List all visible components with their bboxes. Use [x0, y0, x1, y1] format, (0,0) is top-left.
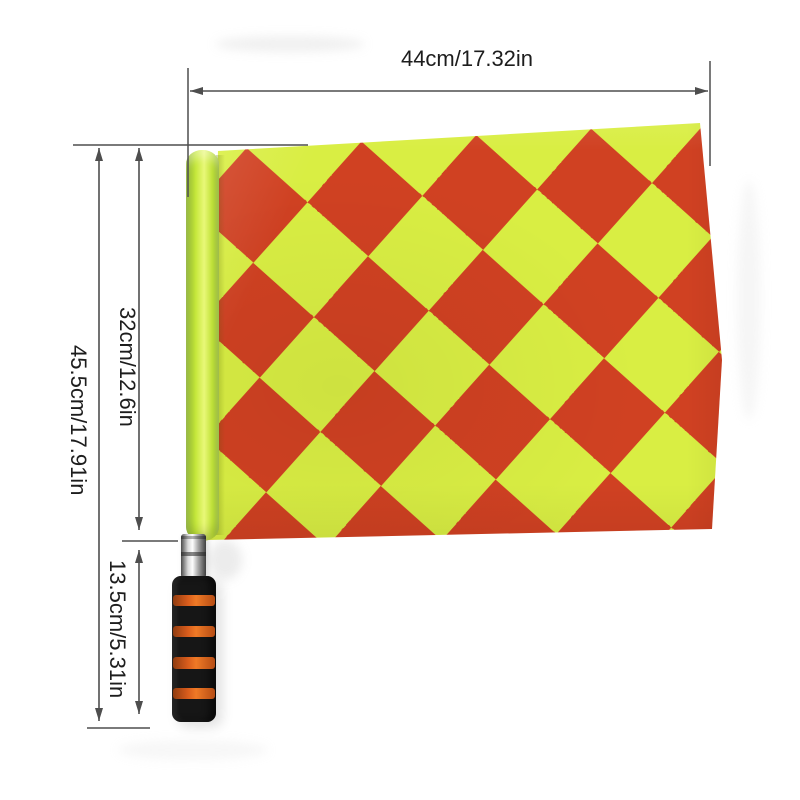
- total-height-dimension-label: 45.5cm/17.91in: [66, 345, 91, 496]
- flag-height-dimension-label: 32cm/12.6in: [115, 307, 140, 427]
- handle-orange-stripe: [173, 626, 215, 637]
- width-dimension-label: 44cm/17.32in: [400, 46, 534, 71]
- pole-ring: [181, 552, 206, 556]
- handle-orange-stripe: [173, 595, 215, 606]
- foam-handle: [172, 576, 216, 722]
- handle-orange-stripe: [173, 657, 215, 669]
- handle-length-dimension-label: 13.5cm/5.31in: [105, 560, 130, 699]
- flag-pole-sleeve: [186, 150, 219, 541]
- handle-orange-stripe: [173, 688, 215, 699]
- chrome-pole: [181, 534, 206, 578]
- pole-ring: [181, 536, 206, 539]
